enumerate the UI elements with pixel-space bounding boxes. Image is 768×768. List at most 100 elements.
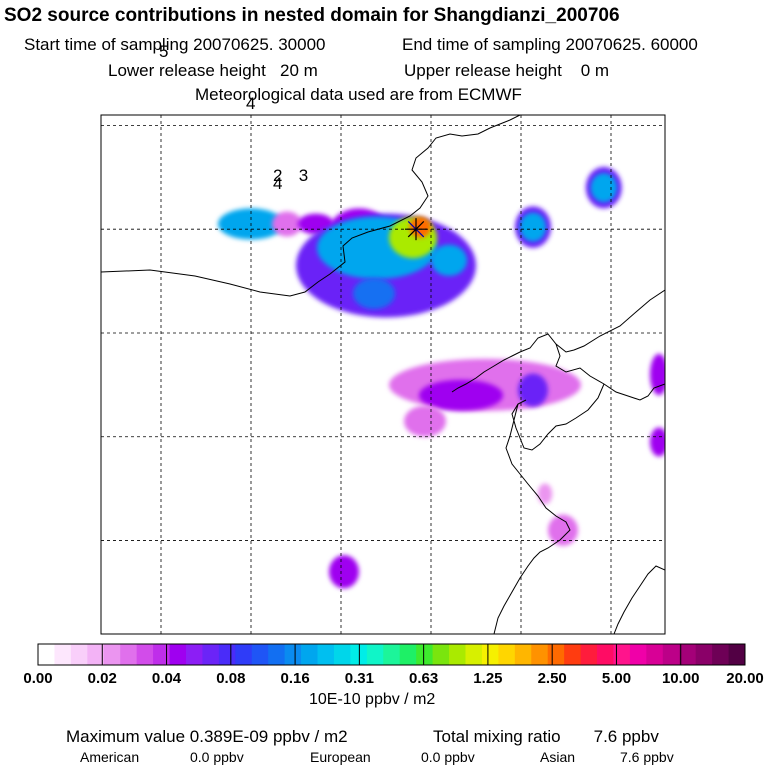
source-region-marker: 2 [273,166,283,186]
colorbar-tick-label: 0.08 [216,670,246,687]
total-mixing-label: Total mixing ratio [433,727,561,746]
total-mixing-ratio: Total mixing ratio 7.6 ppbv [433,727,659,747]
colorbar-swatch [235,644,253,665]
start-time-value: 20070625. 30000 [193,35,326,54]
source-european-value: 0.0 ppbv [421,749,475,765]
colorbar-unit: 10E-10 ppbv / m2 [309,691,436,708]
lower-release-height: Lower release height 20 m [108,61,318,81]
upper-release-height: Upper release height 0 m [404,61,609,81]
colorbar-swatch [646,644,664,665]
colorbar-swatch [153,644,170,665]
colorbar-swatch [679,644,697,665]
colorbar-swatch [333,644,351,665]
concentration-blob [590,173,617,203]
colorbar-swatch [103,644,121,665]
source-region-marker: 5 [159,41,169,61]
end-time-label: End time of sampling [402,35,561,54]
colorbar-swatch [564,644,581,665]
colorbar-swatch [695,644,713,665]
concentration-blob [404,405,446,437]
concentration-blob [537,483,553,505]
source-american-label: American [80,749,140,765]
concentration-blob [548,514,578,546]
colorbar-swatch [251,644,269,665]
lower-release-value: 20 m [280,61,318,80]
colorbar-swatch [218,644,236,665]
colorbar-tick-label: 0.31 [344,670,374,687]
colorbar-swatch [629,644,647,665]
colorbar-swatch [547,644,565,665]
source-asian-label: Asian [540,749,576,765]
colorbar-swatch [580,644,598,665]
site-marker [405,218,427,241]
concentration-blob [519,212,547,242]
concentration-blob [431,244,467,276]
colorbar-tick-label: 0.16 [280,670,310,687]
colorbar-swatch [350,644,368,665]
colorbar-tick-label: 1.25 [473,670,503,687]
maximum-value-number: 0.389E-09 ppbv / m2 [189,727,348,746]
colorbar [37,643,746,666]
start-time: Start time of sampling 20070625. 30000 [24,35,326,55]
maximum-value-label: Maximum value [66,727,186,746]
colorbar-swatch [301,644,318,665]
end-time-value: 20070625. 60000 [565,35,698,54]
colorbar-swatch [284,644,302,665]
concentration-blob [272,211,302,237]
colorbar-tick-label: 5.00 [601,670,632,687]
colorbar-swatch [185,644,203,665]
colorbar-swatch [87,644,105,665]
colorbar-swatch [449,644,466,665]
source-american-value: 0.0 ppbv [190,749,244,765]
plot-frame [100,114,666,635]
colorbar-swatch [202,644,220,665]
colorbar-swatch [498,644,516,665]
source-region-marker: 4 [246,93,256,113]
source-european-label: European [310,749,371,765]
coastline [101,115,665,634]
colorbar-tick-label: 0.63 [409,670,439,687]
colorbar-swatch [70,644,88,665]
site-asterisk-stroke [407,220,425,238]
concentration-blob [419,379,503,411]
lat-lon-grid [101,115,665,634]
colorbar-tick-label: 10.00 [661,670,700,687]
concentration-blob [518,373,548,407]
colorbar-tick-label: 0.02 [87,670,117,687]
lower-release-label: Lower release height [108,61,266,80]
colorbar-swatch [383,644,401,665]
concentration-blob [409,216,432,238]
start-time-label: Start time of sampling [24,35,189,54]
colorbar-swatch [136,644,154,665]
colorbar-swatch [481,644,499,665]
colorbar-tick-label: 0.04 [151,670,182,687]
colorbar-swatch [531,644,549,665]
colorbar-swatch [597,644,614,665]
colorbar-swatch [54,644,72,665]
upper-release-label: Upper release height [404,61,562,80]
upper-release-value: 0 m [580,61,610,80]
concentration-blob [650,427,665,457]
colorbar-swatch [38,644,55,665]
colorbar-swatch [317,644,335,665]
colorbar-swatch [268,644,286,665]
total-mixing-value: 7.6 ppbv [593,727,659,746]
source-region-marker: 3 [298,166,309,186]
colorbar-swatch [399,644,417,665]
colorbar-swatch [169,644,187,665]
colorbar-swatch [416,644,434,665]
met-data-note: Meteorological data used are from ECMWF [195,85,522,104]
concentration-blob [329,555,359,589]
end-time: End time of sampling 20070625. 60000 [402,35,698,55]
colorbar-swatch [662,644,680,665]
colorbar-swatch [613,644,631,665]
colorbar-swatch [514,644,532,665]
chart-title: SO2 source contributions in nested domai… [4,5,620,26]
colorbar-tick-label: 0.00 [23,670,53,687]
maximum-value: Maximum value 0.389E-09 ppbv / m2 [66,727,348,747]
colorbar-swatch [465,644,483,665]
concentration-blob [353,277,395,310]
colorbar-tick-label: 2.50 [537,670,567,687]
colorbar-swatch [728,644,746,665]
